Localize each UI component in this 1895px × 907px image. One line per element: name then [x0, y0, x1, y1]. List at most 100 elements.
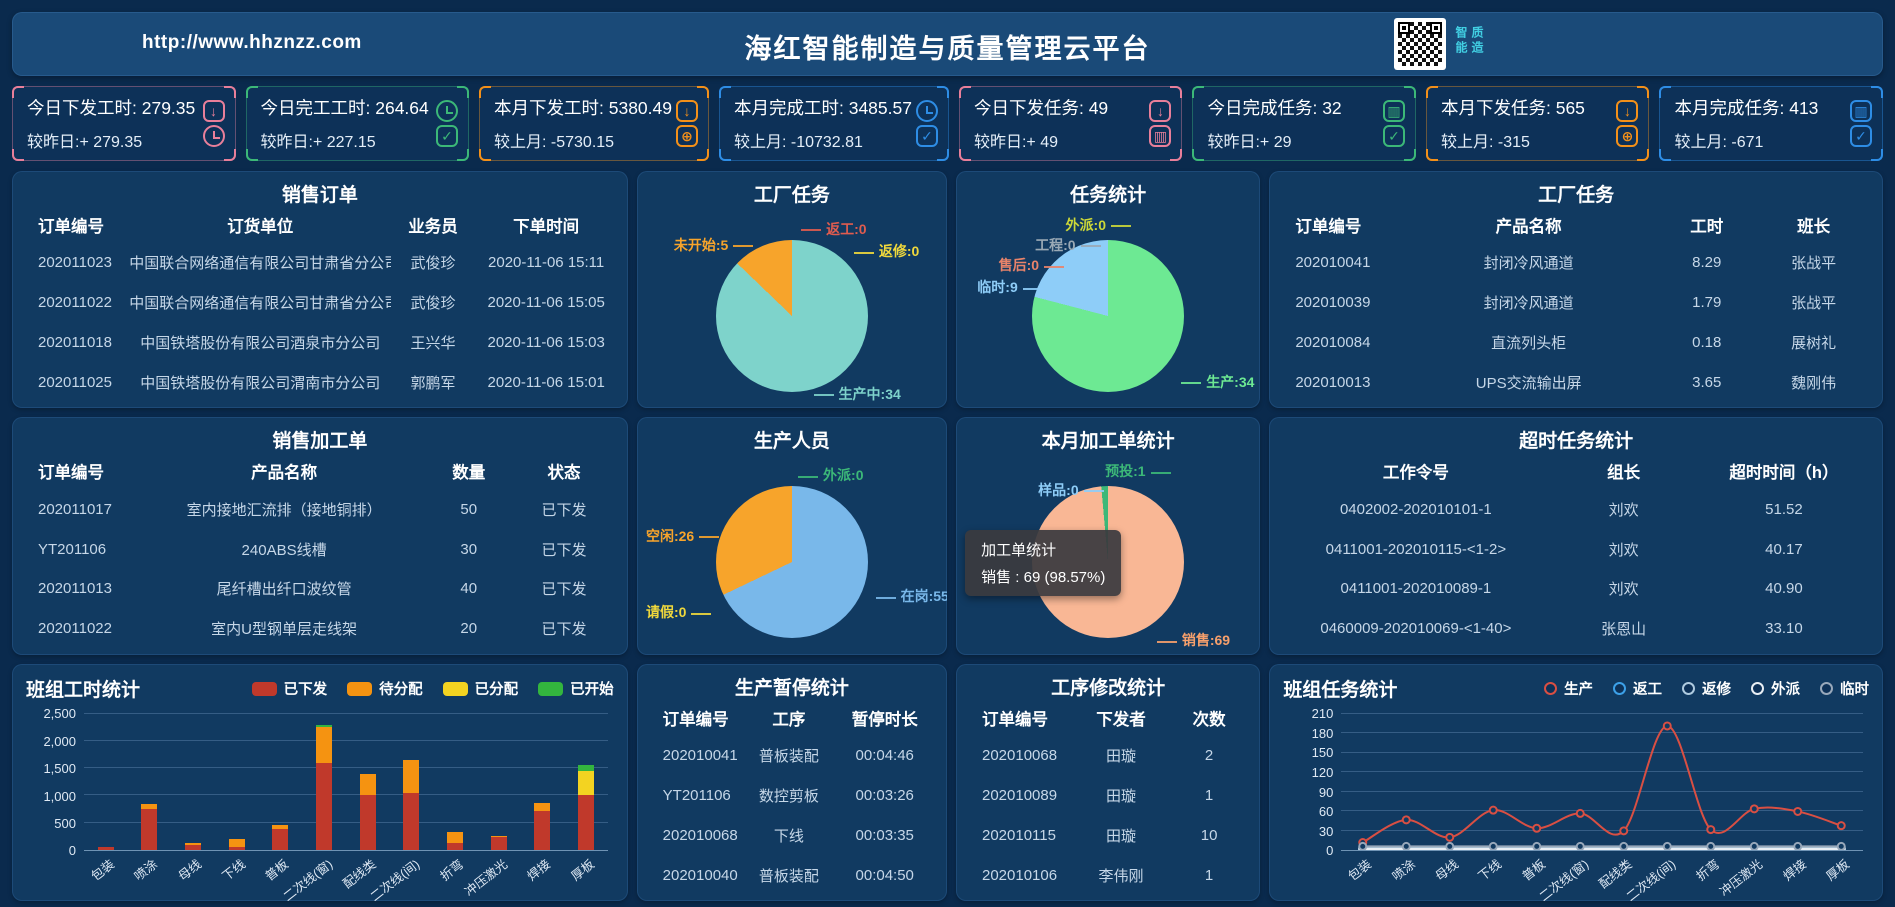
table-row[interactable]: 202011018 中国铁塔股份有限公司酒泉市分公司 王兴华 2020-11-06 1… — [22, 323, 618, 363]
download-icon: ↓ — [1149, 100, 1172, 122]
table-cell: 8.29 — [1692, 254, 1722, 272]
table-cell: 展树礼 — [1791, 335, 1837, 353]
table-cell: 2020-11-06 15:03 — [487, 334, 605, 352]
bar-stack[interactable] — [185, 714, 202, 850]
table-row[interactable]: 202010041 普板装配 00:04:46 — [647, 736, 937, 776]
shield-icon: ⊕ — [675, 125, 698, 147]
table-cell: 51.52 — [1765, 500, 1803, 518]
bar-segment — [359, 795, 376, 850]
page-title: 海红智能制造与质量管理云平台 — [744, 34, 1151, 64]
bar-segment — [141, 803, 158, 810]
stat-text: 本月完成任务: 413 较上月: -671 — [1674, 95, 1818, 152]
column-header: 下发者 — [1096, 710, 1146, 729]
legend-item[interactable]: 已分配 — [442, 678, 518, 699]
table-row[interactable]: 202011013 尾纤槽出纤口波纹管 40 已下发 — [22, 569, 618, 609]
table-row[interactable]: 202011017 室内接地汇流排（接地铜排） 50 已下发 — [22, 489, 618, 529]
corner-accent — [1170, 86, 1183, 98]
table-row[interactable]: 202010089 田璇 1 — [966, 775, 1250, 815]
table-row[interactable]: 202010106 李伟刚 1 — [966, 855, 1250, 895]
table-row[interactable]: YT201106 数控剪板 00:03:26 — [647, 775, 937, 815]
legend-item[interactable]: 生产 — [1544, 678, 1593, 699]
chart-header: 班组任务统计 生产 返工 返修 外派 临时 — [1283, 674, 1869, 704]
stat-text: 今日完工工时: 264.64 较昨日:+ 227.15 — [261, 95, 429, 152]
panel-title: 任务统计 — [1070, 185, 1147, 206]
stat-icons: ↓ — [202, 100, 225, 147]
bar-stack[interactable] — [97, 714, 114, 850]
stat-text: 今日下发工时: 279.35 较昨日:+ 279.35 — [27, 95, 195, 152]
bar-stack[interactable] — [141, 714, 158, 850]
table-row[interactable]: 202010084 直流列头柜 0.18 展树礼 — [1279, 323, 1873, 363]
legend-marker-icon — [1544, 682, 1557, 696]
table-row[interactable]: 202011022 室内U型钢单层走线架 20 已下发 — [22, 609, 618, 649]
bar-stack[interactable] — [316, 714, 333, 850]
table-row[interactable]: 202010039 封闭冷风通道 1.79 张战平 — [1279, 283, 1873, 323]
table-row[interactable]: 202010068 下线 00:03:35 — [647, 815, 937, 855]
pie[interactable] — [715, 486, 868, 639]
table-row[interactable]: 202010013 UPS交流输出屏 3.65 魏刚伟 — [1279, 362, 1873, 402]
corner-accent — [12, 149, 24, 161]
corner-accent — [1403, 149, 1416, 161]
table-cell: 下线 — [773, 827, 804, 845]
pie-label: 返修:0 — [854, 241, 919, 261]
bar-stack[interactable] — [534, 714, 551, 850]
table-row[interactable]: 202010041 封闭冷风通道 8.29 张战平 — [1279, 243, 1873, 283]
table-cell: 40.17 — [1765, 540, 1803, 558]
pie-label: 生产中:34 — [814, 384, 901, 404]
data-point-marker — [1793, 841, 1803, 850]
pie-label: 售后:0 — [999, 255, 1064, 275]
table-cell: 202010068 — [662, 826, 738, 844]
legend-item[interactable]: 外派 — [1751, 678, 1800, 699]
line-chart-canvas[interactable] — [1341, 714, 1863, 850]
table-cell: 202011018 — [38, 334, 112, 352]
legend-item[interactable]: 待分配 — [347, 678, 423, 699]
bar-stack[interactable] — [446, 714, 463, 850]
table-row[interactable]: 202010115 田璇 10 — [966, 815, 1250, 855]
bar-stack[interactable] — [490, 714, 507, 850]
bar-column: 冲压激光 — [462, 714, 521, 899]
column-header: 状态 — [547, 464, 581, 483]
table-cell: 尾纤槽出纤口波纹管 — [216, 581, 352, 599]
bar-stack[interactable] — [359, 714, 376, 850]
x-axis-label: 冲压激光 — [1717, 857, 1766, 899]
x-axis-label: 母线 — [1432, 857, 1462, 884]
table-row[interactable]: 0411001-202010115-<1-2> 刘欢 40.17 — [1279, 529, 1873, 569]
table-row[interactable]: 202010040 普板装配 00:04:50 — [647, 855, 937, 895]
table-cell: 已下发 — [541, 621, 587, 639]
table-row[interactable]: 0460009-202010069-<1-40> 张恩山 33.10 — [1279, 609, 1873, 649]
legend-item[interactable]: 临时 — [1820, 678, 1869, 699]
table-row[interactable]: 0411001-202010089-1 刘欢 40.90 — [1279, 569, 1873, 609]
legend-label: 返修 — [1702, 682, 1731, 699]
legend-item[interactable]: 已开始 — [538, 678, 614, 699]
corner-accent — [718, 149, 731, 161]
bar-stack[interactable] — [272, 714, 289, 850]
gridline — [84, 767, 608, 769]
legend-item[interactable]: 已下发 — [251, 678, 327, 699]
bar-stack[interactable] — [403, 714, 420, 850]
table-row[interactable]: 202010068 田璇 2 — [966, 736, 1250, 776]
bar-stack[interactable] — [228, 714, 245, 850]
legend-item[interactable]: 返修 — [1682, 678, 1731, 699]
x-axis-label: 喷涂 — [1389, 857, 1418, 884]
tooltip-title: 加工单统计 — [981, 541, 1057, 559]
table-cell: 已下发 — [541, 581, 587, 599]
table-row[interactable]: 0402002-202010101-1 刘欢 51.52 — [1279, 489, 1873, 529]
bar-stack[interactable] — [577, 714, 594, 850]
pie[interactable] — [715, 239, 868, 392]
process-changes-table: 订单编号 下发者 次数 202010068 田璇 2 202010089 田璇 1 2020101… — [966, 700, 1250, 895]
stat-delta: 较上月: -5730.15 — [494, 134, 615, 151]
column-header: 下单时间 — [513, 218, 580, 236]
table-row[interactable]: 202011023 中国联合网络通信有限公司甘肃省分公司 武俊珍 2020-11-06… — [22, 243, 618, 283]
table-row[interactable]: 202011022 中国联合网络通信有限公司甘肃省分公司 武俊珍 2020-11-06… — [22, 283, 618, 323]
table-cell: 2020-11-06 15:05 — [487, 294, 605, 312]
table-cell: 室内接地汇流排（接地铜排） — [186, 501, 382, 519]
gridline — [1341, 732, 1863, 734]
table-cell: 刘欢 — [1608, 501, 1639, 519]
legend-item[interactable]: 返工 — [1613, 678, 1662, 699]
table-cell: 00:03:35 — [855, 826, 914, 844]
pie-label: 预投:1 — [1105, 461, 1170, 481]
table-row[interactable]: YT201106 240ABS线槽 30 已下发 — [22, 529, 618, 569]
table-row[interactable]: 202011025 中国铁塔股份有限公司渭南市分公司 郭鹏军 2020-11-06 1… — [22, 362, 618, 402]
gridline — [1341, 810, 1863, 812]
table-cell: 直流列头柜 — [1491, 335, 1567, 353]
pie-label: 外派:0 — [798, 465, 863, 485]
